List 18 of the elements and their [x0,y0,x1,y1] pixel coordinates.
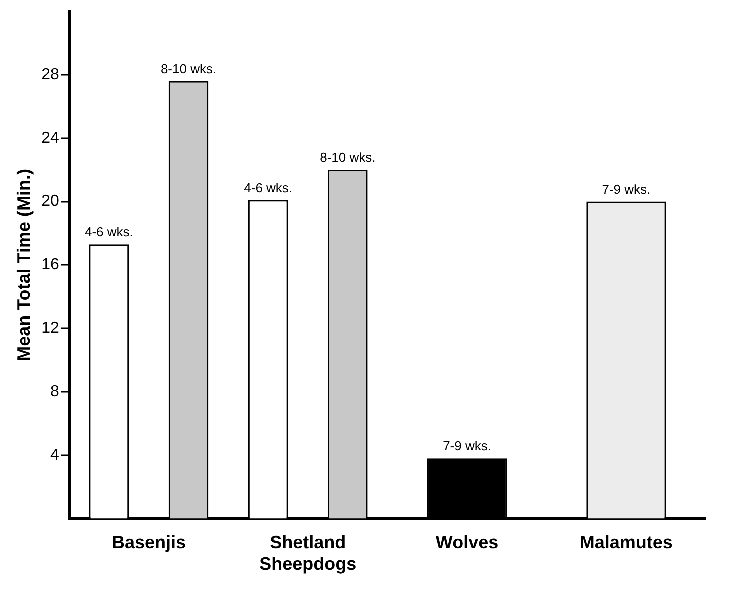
y-tick-label: 20 [42,193,60,210]
y-axis-title: Mean Total Time (Min.) [14,169,34,362]
x-tick-label: Malamutes [580,532,673,553]
data-label: 4-6 wks. [84,224,134,240]
data-label: 4-6 wks. [244,180,293,196]
y-tick-label: 8 [50,383,60,400]
x-tick-label: Basenjis [112,532,186,553]
data-label: 8-10 wks. [160,61,217,76]
data-label: 7-9 wks. [602,182,651,197]
y-tick-label: 24 [42,130,60,147]
data-label: 8-10 wks. [320,150,376,166]
y-tick-label: 4 [50,446,60,464]
x-tick-label: Wolves [436,532,499,553]
x-tick-label: Shetland Sheepdogs [260,532,357,574]
y-tick-label: 28 [42,66,60,84]
y-tick-label: 16 [42,256,60,274]
data-label: 7-9 wks. [443,438,492,454]
y-tick-label: 12 [42,320,60,338]
